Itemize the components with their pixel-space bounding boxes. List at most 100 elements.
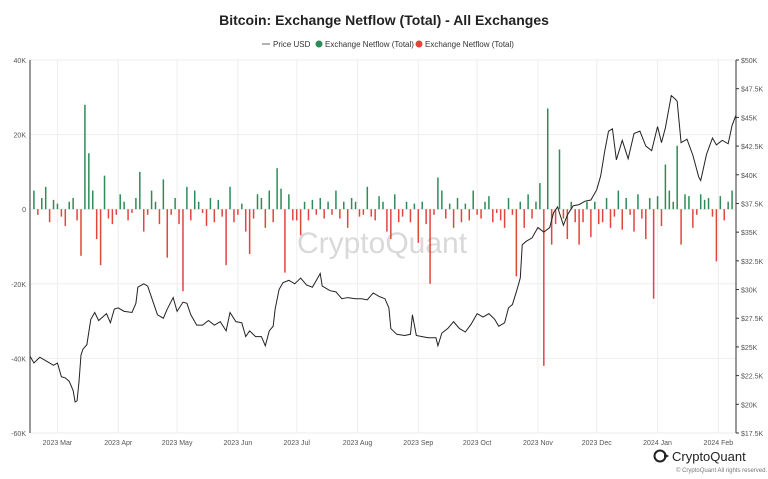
inflow-bar [303,201,306,210]
outflow-bar [696,209,698,215]
outflow-bar [248,209,251,254]
legend-price-label: Price USD [273,40,311,49]
x-tick-label: 2023 Dec [582,440,612,447]
inflow-bar [162,179,165,210]
legend: Price USD Exchange Netflow (Total) Excha… [262,40,514,49]
outflow-bar [339,209,341,219]
netflow-bars [33,104,733,366]
outflow-bar [386,209,388,232]
inflow-bar [637,194,639,210]
inflow-bar [684,194,686,210]
x-tick-label: 2024 Jan [643,440,672,447]
x-tick-label: 2023 Jun [223,440,252,447]
inflow-bar [41,198,43,210]
outflow-bar [609,209,612,228]
outflow-bar [566,209,569,240]
inflow-bar [319,198,321,210]
x-tick-label: 2023 Mar [43,440,73,447]
inflow-bar [707,198,710,210]
outflow-bar [554,209,557,225]
outflow-bar [80,209,82,256]
outflow-bar [633,209,635,232]
outflow-bar [511,209,514,215]
x-tick-label: 2023 Jul [283,440,310,447]
outflow-bar [523,209,525,228]
outflow-bar [331,209,333,215]
copyright-text: © CryptoQuant All rights reserved. [676,467,767,474]
outflow-bar [460,209,463,223]
outflow-bar [190,209,192,221]
x-tick-label: 2023 Sep [403,440,433,447]
outflow-bar [158,209,161,225]
outflow-bar [233,209,235,223]
inflow-bar [546,108,549,210]
outflow-bar [397,209,400,223]
inflow-bar [276,168,278,210]
outflow-bar [225,209,227,266]
outflow-bar [613,209,616,217]
outflow-bar [292,209,294,221]
outflow-bar [111,209,114,225]
y-right-tick-label: $17.5K [741,431,764,438]
outflow-bar [515,209,518,277]
inflow-bar [664,164,667,210]
outflow-bar [429,209,431,284]
x-tick-label: 2023 Oct [463,440,491,447]
outflow-bar [715,209,718,262]
outflow-bar [178,209,180,225]
inflow-bar [84,104,86,210]
outflow-bar [205,209,208,226]
outflow-bar [401,209,404,217]
inflow-bar [437,177,439,210]
outflow-bar [503,209,506,228]
chart-title: Bitcoin: Exchange Netflow (Total) - All … [219,12,549,28]
inflow-bar [699,194,702,210]
outflow-bar [692,209,694,228]
outflow-bar [476,209,478,215]
outflow-bar [578,209,580,245]
inflow-bar [625,198,627,210]
inflow-bar [570,201,573,210]
grid [30,59,736,434]
outflow-bar [445,209,447,219]
outflow-bar [645,209,647,240]
outflow-bar [492,209,494,223]
outflow-bar [590,209,592,238]
inflow-bar [648,198,651,210]
outflow-bar [358,209,361,217]
inflow-bar [68,201,70,210]
outflow-bar [252,209,255,219]
outflow-bar [680,209,682,245]
inflow-bar [394,194,396,210]
legend-inflow-swatch [315,40,323,48]
inflow-bar [123,201,125,210]
y-right-tick-label: $27.5K [741,316,764,323]
outflow-bar [495,209,498,213]
outflow-bar [550,209,553,245]
inflow-bar [617,190,620,210]
inflow-bar [209,198,212,210]
inflow-bar [378,196,380,210]
inflow-bar [448,203,451,210]
outflow-bar [142,209,145,232]
outflow-bar [531,209,533,219]
inflow-bar [464,203,467,210]
y-right-tick-label: $40K [741,173,758,180]
x-tick-label: 2023 Aug [343,440,373,447]
outflow-bar [723,209,725,221]
inflow-bar [586,201,588,210]
legend-outflow-label: Exchange Netflow (Total) [425,40,514,49]
inflow-bar [421,201,423,210]
x-tick-label: 2024 Feb [704,440,734,447]
inflow-bar [366,186,369,210]
inflow-bar [488,196,490,210]
x-tick-label: 2023 Nov [523,440,553,447]
y-right-tick-label: $20K [741,402,758,409]
outflow-bar [213,209,216,223]
inflow-bar [335,190,337,210]
inflow-bar [405,201,408,210]
inflow-bar [119,194,121,210]
outflow-bar [582,209,584,223]
outflow-bar [452,209,455,228]
